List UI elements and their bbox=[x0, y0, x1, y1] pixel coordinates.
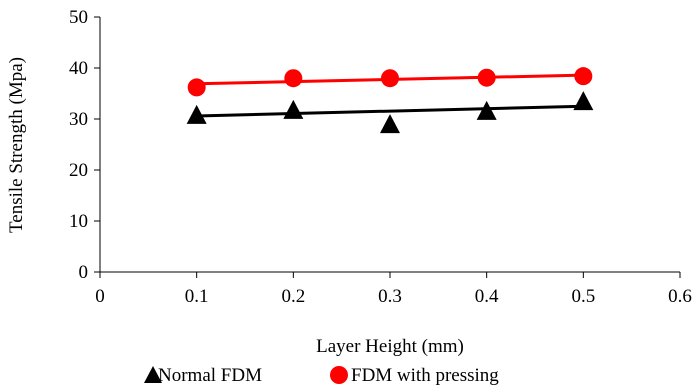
data-point-fdm-with-pressing bbox=[284, 69, 303, 88]
data-point-fdm-with-pressing bbox=[381, 69, 399, 88]
legend: Normal FDM FDM with pressing bbox=[144, 365, 499, 386]
y-tick-label: 10 bbox=[69, 211, 88, 232]
legend-label-normal-fdm: Normal FDM bbox=[158, 365, 262, 386]
data-point-fdm-with-pressing bbox=[477, 68, 496, 87]
y-axis-label: Tensile Strength (Mpa) bbox=[6, 57, 27, 233]
data-points bbox=[186, 67, 594, 134]
data-point-normal-fdm bbox=[476, 100, 497, 120]
legend-item-normal-fdm: Normal FDM bbox=[144, 365, 262, 386]
y-tick-label: 30 bbox=[69, 109, 88, 130]
x-tick-label: 0.6 bbox=[668, 286, 692, 307]
legend-triangle-marker bbox=[144, 366, 162, 383]
y-tick-label: 50 bbox=[69, 7, 88, 28]
legend-item-fdm-with-pressing: FDM with pressing bbox=[330, 365, 499, 386]
legend-label-fdm-with-pressing: FDM with pressing bbox=[351, 365, 499, 386]
x-tick-label: 0.1 bbox=[185, 286, 209, 307]
data-point-fdm-with-pressing bbox=[574, 67, 593, 86]
x-tick-label: 0.4 bbox=[475, 286, 499, 307]
data-point-normal-fdm bbox=[573, 91, 594, 111]
axes bbox=[94, 16, 681, 278]
data-point-normal-fdm bbox=[186, 104, 207, 124]
x-tick-label: 0 bbox=[95, 286, 105, 307]
x-tick-label: 0.5 bbox=[571, 286, 595, 307]
data-point-fdm-with-pressing bbox=[187, 78, 206, 97]
x-axis-label: Layer Height (mm) bbox=[316, 336, 464, 357]
y-tick-label: 0 bbox=[79, 262, 89, 283]
x-tick-label: 0.3 bbox=[378, 286, 402, 307]
data-point-normal-fdm bbox=[380, 114, 400, 134]
tick-labels: 0 10 20 30 40 50 0 0.1 0.2 0.3 0.4 0.5 0.6 bbox=[69, 7, 692, 307]
trendline-series-0 bbox=[196, 104, 584, 118]
y-tick-label: 40 bbox=[69, 58, 88, 79]
legend-circle-marker bbox=[330, 366, 348, 384]
data-point-normal-fdm bbox=[283, 99, 304, 119]
y-tick-label: 20 bbox=[69, 160, 88, 181]
x-tick-label: 0.2 bbox=[281, 286, 305, 307]
